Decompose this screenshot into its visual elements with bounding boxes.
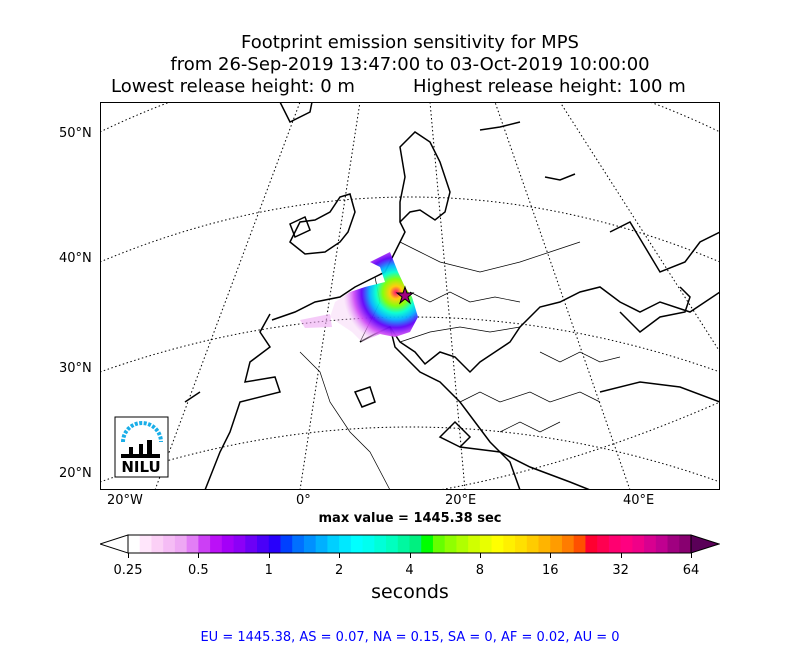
colorbar-tick-label: 2 [334, 563, 344, 578]
footprint-plume [330, 252, 418, 342]
lat-label: 20°N [59, 466, 92, 481]
colorbar-segment [397, 535, 410, 553]
map-panel: NILU [100, 102, 720, 490]
colorbar-segment [151, 535, 164, 553]
colorbar-segment [667, 535, 680, 553]
region-summary: EU = 1445.38, AS = 0.07, NA = 0.15, SA =… [200, 630, 620, 645]
colorbar-tick-mark [620, 553, 622, 558]
colorbar-tick-mark [339, 553, 341, 558]
lon-label: 40°E [623, 493, 655, 508]
colorbar-segment [421, 535, 434, 553]
colorbar-segment [503, 535, 516, 553]
colorbar [100, 534, 720, 554]
colorbar-over-triangle [690, 534, 720, 554]
colorbar-tick-label: 32 [612, 563, 629, 578]
colorbar-segment [432, 535, 446, 553]
colorbar-segment [479, 535, 493, 553]
map-frame [100, 102, 720, 490]
colorbar-segment [444, 535, 457, 553]
colorbar-segment [550, 535, 563, 553]
lat-label: 50°N [59, 126, 92, 141]
colorbar-segment [597, 535, 610, 553]
footprint-plume-faint [300, 314, 332, 328]
colorbar-segment [456, 535, 469, 553]
colorbar-tick-mark [268, 553, 270, 558]
colorbar-tick-label: 0.25 [113, 563, 143, 578]
colorbar-segment [515, 535, 528, 553]
lon-label: 20°E [445, 493, 477, 508]
colorbar-tick-mark [550, 553, 552, 558]
colorbar-segment [409, 535, 422, 553]
colorbar-segment [292, 535, 305, 553]
colorbar-segment [573, 535, 586, 553]
colorbar-segment [561, 535, 575, 553]
release-site-star-icon [395, 285, 415, 305]
colorbar-segment [362, 535, 375, 553]
title-highest-height: Highest release height: 100 m [413, 76, 686, 97]
colorbar-tick-mark [479, 553, 481, 558]
colorbar-segment [608, 535, 622, 553]
colorbar-segment [268, 535, 281, 553]
lon-label: 0° [296, 493, 311, 508]
colorbar-segment [620, 535, 633, 553]
colorbar-tick-mark [691, 553, 692, 558]
colorbar-segment [163, 535, 176, 553]
colorbar-segment [245, 535, 258, 553]
colorbar-unit-label: seconds [371, 581, 449, 603]
title-line-2: from 26-Sep-2019 13:47:00 to 03-Oct-2019… [170, 54, 650, 75]
colorbar-segment [186, 535, 199, 553]
colorbar-tick-mark [409, 553, 411, 558]
colorbar-segment [221, 535, 235, 553]
lat-label: 40°N [59, 251, 92, 266]
colorbar-tick-label: 0.5 [188, 563, 209, 578]
colorbar-segment [538, 535, 551, 553]
svg-text:NILU: NILU [121, 458, 160, 476]
colorbar-segment [386, 535, 399, 553]
colorbar-segment [632, 535, 645, 553]
colorbar-tick-label: 16 [541, 563, 559, 578]
lat-label: 30°N [59, 361, 92, 376]
colorbar-segment [585, 535, 598, 553]
colorbar-tick-mark [128, 553, 129, 558]
colorbar-segment [198, 535, 211, 553]
colorbar-under-triangle [100, 534, 129, 554]
colorbar-segment [468, 535, 481, 553]
colorbar-tick-label: 4 [405, 563, 414, 578]
colorbar-segment [139, 535, 152, 553]
borders [299, 241, 621, 490]
colorbar-segment [350, 535, 364, 553]
max-value-label: max value = 1445.38 sec [318, 511, 502, 526]
colorbar-segment [233, 535, 246, 553]
colorbar-segment [257, 535, 270, 553]
colorbar-segment [303, 535, 317, 553]
colorbar-segment [280, 535, 293, 553]
title-lowest-height: Lowest release height: 0 m [111, 76, 355, 97]
colorbar-segment [174, 535, 188, 553]
colorbar-segment [374, 535, 387, 553]
title-line-1: Footprint emission sensitivity for MPS [241, 32, 579, 53]
colorbar-segment [339, 535, 352, 553]
colorbar-segment [679, 535, 692, 553]
lon-label: 20°W [107, 493, 143, 508]
colorbar-segment [327, 535, 340, 553]
colorbar-segment [644, 535, 657, 553]
colorbar-segment [315, 535, 328, 553]
coastlines [184, 102, 720, 490]
colorbar-segment [655, 535, 669, 553]
colorbar-segment [128, 535, 141, 553]
colorbar-segment [491, 535, 504, 553]
colorbar-tick-label: 8 [475, 563, 485, 578]
colorbar-segment [526, 535, 540, 553]
nilu-logo: NILU [114, 416, 169, 478]
colorbar-tick-label: 64 [682, 563, 700, 578]
colorbar-tick-label: 1 [264, 563, 273, 578]
colorbar-tick-mark [198, 553, 200, 558]
colorbar-segment [210, 535, 223, 553]
